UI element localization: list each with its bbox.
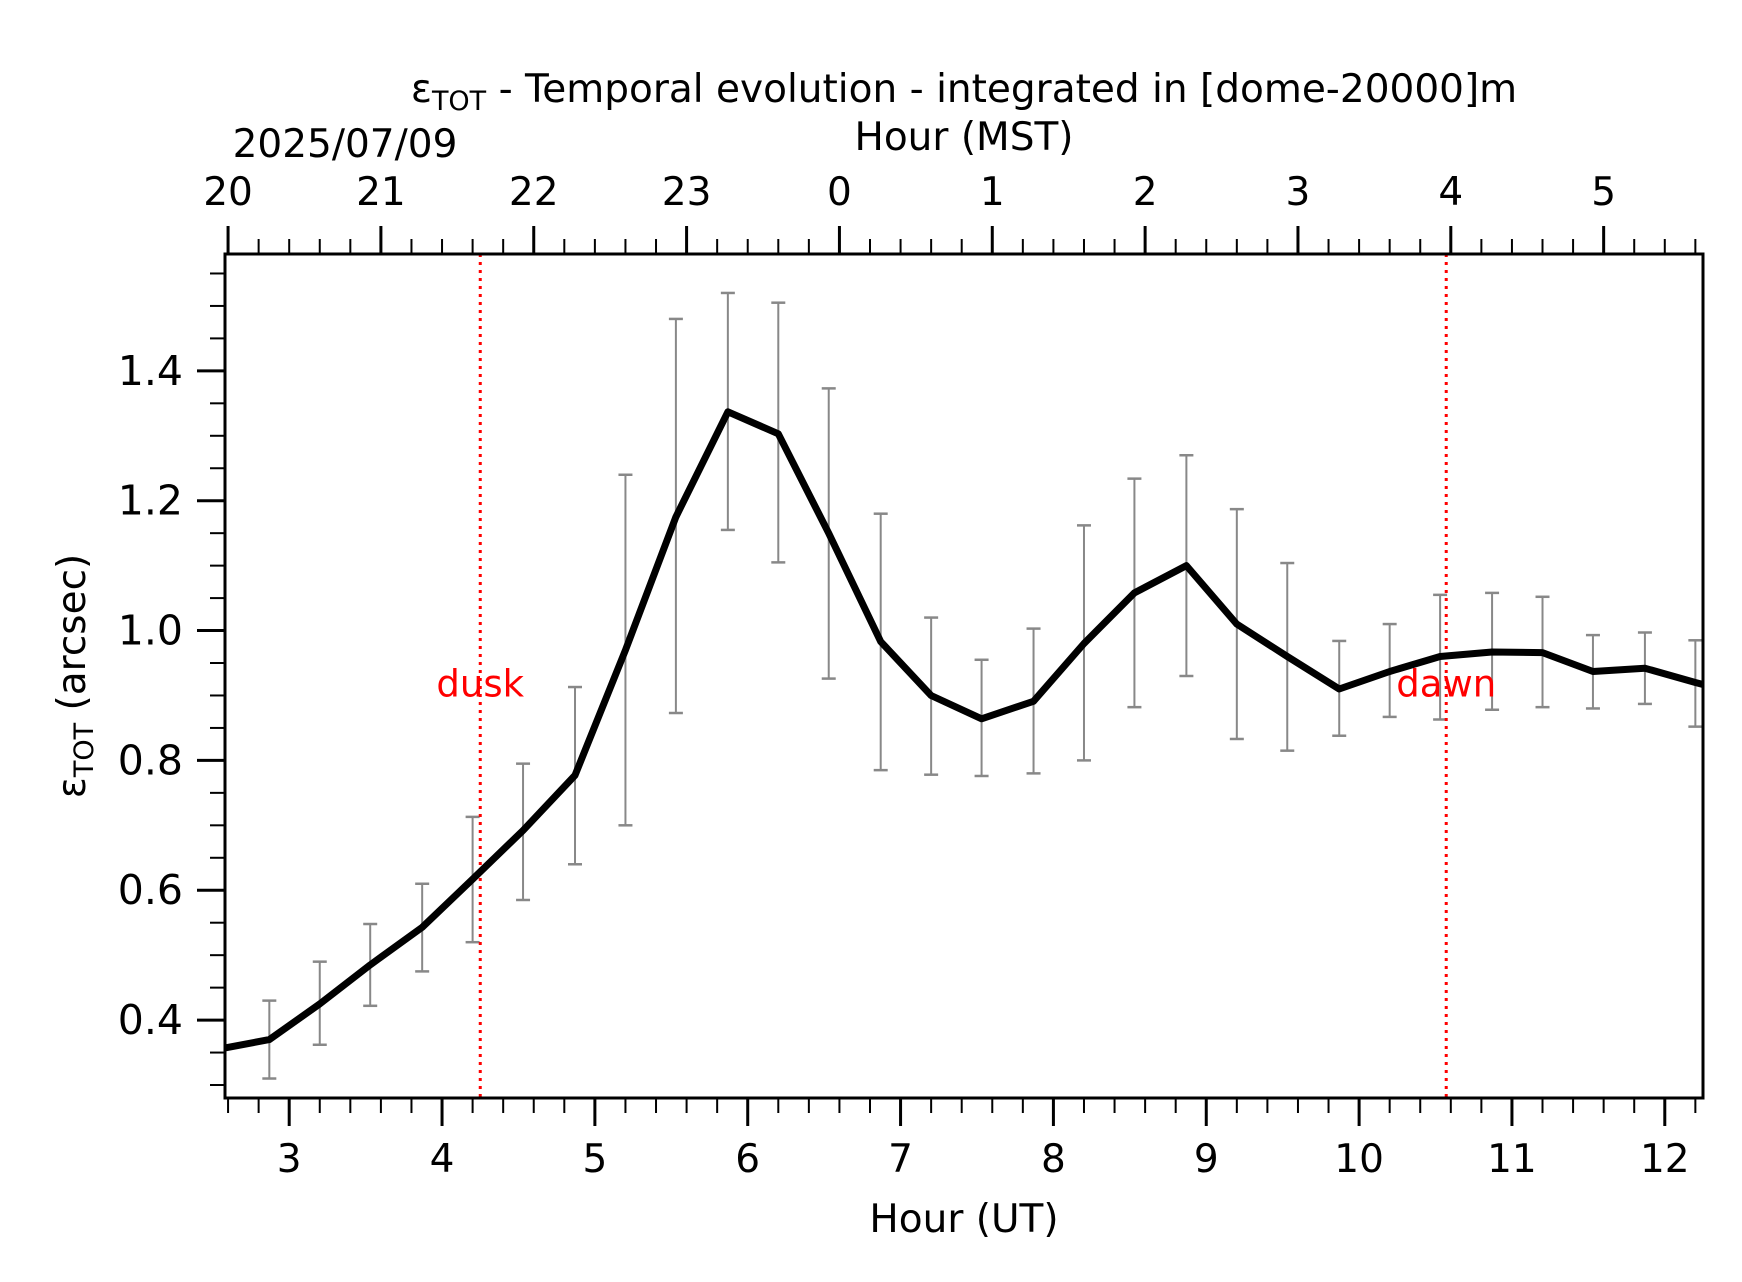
plot-frame (223, 252, 1705, 1100)
y-tick-label: 1.2 (118, 477, 183, 525)
x-tick-label: 7 (888, 1137, 913, 1182)
seeing-series-line (225, 408, 1703, 1052)
x-tick-label: 12 (1640, 1137, 1690, 1182)
event-labels: dusk dawn (436, 662, 1496, 705)
top-axis-label: Hour (MST) (855, 115, 1074, 160)
top-tick-label: 4 (1438, 170, 1463, 215)
x-tick-label: 6 (735, 1137, 760, 1182)
top-tick-label: 3 (1286, 170, 1311, 215)
axis-ticks (197, 226, 1697, 1126)
y-tick-label: 1.4 (118, 347, 183, 395)
top-tick-label: 20 (203, 170, 253, 215)
top-tick-label: 0 (827, 170, 852, 215)
top-tick-label: 5 (1591, 170, 1616, 215)
event-label-dawn: dawn (1396, 662, 1496, 705)
y-axis-label: εTOT (arcsec) (50, 554, 100, 798)
event-label-dusk: dusk (436, 662, 524, 705)
top-tick-label: 22 (509, 170, 559, 215)
x-tick-label: 10 (1334, 1137, 1384, 1182)
x-tick-label: 5 (582, 1137, 607, 1182)
top-tick-label: 2 (1133, 170, 1158, 215)
top-tick-label: 1 (980, 170, 1005, 215)
y-tick-label: 0.6 (118, 866, 183, 914)
x-axis-label: Hour (UT) (869, 1197, 1058, 1242)
y-tick-label: 0.8 (118, 736, 183, 784)
x-tick-label: 9 (1194, 1137, 1219, 1182)
x-tick-label: 4 (430, 1137, 455, 1182)
top-tick-label: 23 (662, 170, 712, 215)
chart-title: εTOT - Temporal evolution - integrated i… (411, 67, 1517, 117)
x-tick-label: 8 (1041, 1137, 1066, 1182)
top-axis-date-label: 2025/07/09 (233, 122, 458, 167)
y-tick-label: 0.4 (118, 996, 183, 1044)
y-tick-label: 1.0 (118, 607, 183, 655)
x-tick-label: 11 (1487, 1137, 1537, 1182)
x-tick-label: 3 (277, 1137, 302, 1182)
top-tick-label: 21 (356, 170, 406, 215)
